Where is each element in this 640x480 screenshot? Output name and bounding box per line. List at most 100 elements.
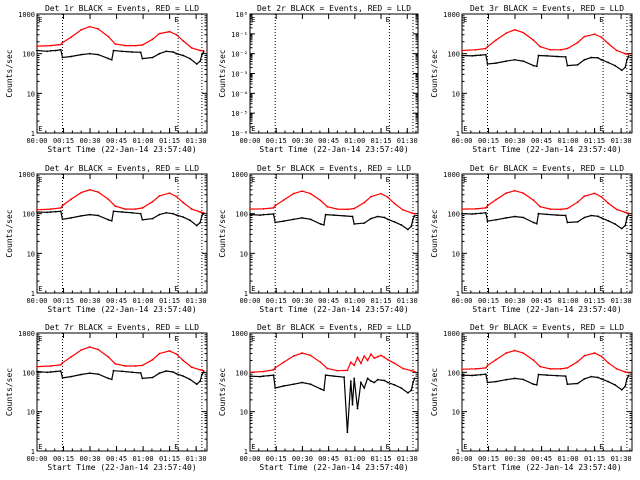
y-tick-label: 1 [456, 290, 460, 298]
data-point [474, 48, 477, 51]
e-marker: E [174, 285, 178, 293]
data-point [373, 381, 376, 384]
data-point [614, 64, 616, 67]
data-point [97, 214, 100, 217]
e-marker: E [174, 443, 178, 451]
data-point [513, 377, 516, 380]
data-point [190, 366, 193, 369]
y-axis-label: Counts/sec [430, 368, 439, 416]
series-line-black-events [461, 212, 630, 230]
data-point [292, 383, 295, 386]
data-point [319, 388, 322, 390]
y-tick-label: 1 [456, 448, 460, 456]
data-point [383, 216, 386, 219]
data-point [202, 369, 205, 372]
data-point [590, 214, 593, 217]
x-tick-label: 01:30 [397, 297, 418, 305]
y-tick-label: 10⁰ [235, 11, 248, 19]
data-point [59, 370, 62, 372]
x-tick-label: 00:00 [239, 137, 260, 145]
panel-title: Det 4r BLACK = Events, RED = LLD [45, 164, 199, 173]
data-point [97, 53, 100, 56]
data-point [201, 373, 203, 376]
data-point [626, 217, 628, 219]
data-point [600, 355, 603, 358]
data-point [513, 349, 516, 352]
y-tick-label: 1000 [443, 11, 460, 19]
data-point [556, 374, 559, 377]
data-point [366, 377, 369, 380]
y-tick-label: 1 [31, 130, 35, 138]
data-point [537, 373, 540, 376]
x-tick-label: 00:15 [53, 297, 74, 305]
data-point [165, 211, 168, 214]
data-point [336, 208, 339, 211]
series-line-red-lld [461, 190, 629, 214]
data-point [484, 47, 487, 50]
data-point [546, 213, 548, 216]
data-point [363, 387, 366, 389]
y-tick-label: 10 [452, 90, 460, 98]
data-point [380, 192, 382, 195]
data-point [393, 384, 396, 386]
data-point [88, 52, 91, 55]
data-point [614, 384, 616, 386]
y-tick-label: 10⁻¹ [231, 31, 248, 39]
data-point [576, 360, 579, 363]
data-point [158, 52, 161, 55]
data-point [97, 28, 100, 30]
data-point [274, 204, 277, 207]
e-marker: E [38, 285, 42, 293]
data-point [202, 371, 205, 374]
data-point [151, 376, 154, 379]
data-point [600, 196, 603, 198]
data-point [49, 211, 52, 213]
y-tick-label: 1000 [18, 11, 35, 19]
data-point [353, 377, 356, 380]
x-tick-label: 00:00 [451, 297, 472, 305]
data-point [495, 218, 497, 221]
x-tick-label: 01:15 [371, 297, 392, 305]
y-tick-label: 100 [235, 211, 248, 219]
data-point [46, 211, 49, 214]
data-point [343, 215, 345, 217]
x-tick-label: 00:00 [451, 455, 472, 463]
data-point [46, 50, 49, 53]
x-tick-label: 00:15 [266, 137, 287, 145]
e-marker: E [174, 176, 178, 184]
data-point [624, 385, 627, 388]
data-point [535, 65, 538, 68]
data-point [172, 212, 174, 215]
data-point [195, 224, 198, 227]
e-marker: E [599, 125, 603, 133]
data-point [627, 214, 630, 217]
x-tick-label: 01:00 [133, 137, 154, 145]
data-point [495, 39, 497, 41]
data-point [346, 431, 349, 434]
x-tick-label: 00:15 [266, 297, 287, 305]
x-tick-label: 00:45 [318, 137, 339, 145]
x-tick-label: 00:00 [26, 137, 47, 145]
x-axis-label: Start Time (22-Jan-14 23:57:40) [47, 145, 196, 154]
data-point [139, 372, 142, 374]
x-tick-label: 01:15 [584, 297, 605, 305]
y-tick-label: 10 [240, 409, 248, 417]
data-point [349, 361, 352, 364]
data-point [323, 389, 325, 392]
data-point [292, 192, 295, 195]
data-point [505, 217, 508, 219]
data-point [168, 30, 171, 33]
data-point [461, 212, 463, 215]
e-marker: E [251, 176, 255, 184]
y-axis-label: Counts/sec [5, 209, 14, 257]
y-tick-label: 100 [447, 51, 460, 59]
y-tick-label: 1000 [231, 330, 248, 338]
data-point [182, 375, 185, 377]
y-tick-label: 1 [456, 130, 460, 138]
data-point [600, 58, 603, 61]
data-point [272, 369, 275, 371]
x-tick-label: 01:15 [159, 297, 180, 305]
data-point [366, 359, 369, 362]
data-point [410, 389, 413, 392]
data-point [627, 371, 630, 374]
